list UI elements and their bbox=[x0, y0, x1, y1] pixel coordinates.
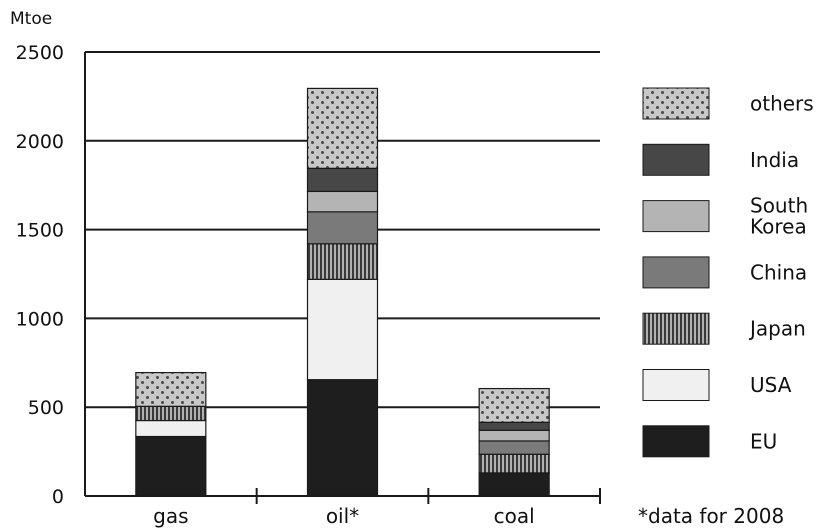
bar-segment-coal-india bbox=[478, 421, 550, 431]
legend-swatch-others bbox=[642, 87, 710, 120]
bar-segment-oil-others bbox=[306, 87, 379, 169]
y-tick-label-0: 0 bbox=[52, 486, 64, 508]
bar-segment-oil-usa bbox=[306, 278, 379, 381]
y-tick-label-1500: 1500 bbox=[16, 220, 64, 242]
legend-label-china: China bbox=[750, 260, 807, 284]
bar-segment-gas-usa bbox=[135, 419, 207, 438]
y-tick-label-2500: 2500 bbox=[16, 42, 64, 64]
bar-segment-gas-japan bbox=[135, 405, 207, 422]
bars bbox=[135, 87, 550, 497]
x-tick-label-coal: coal bbox=[494, 504, 535, 528]
legend-label-eu: EU bbox=[750, 429, 777, 453]
bar-segment-oil-china bbox=[306, 211, 379, 245]
legend-swatch-eu bbox=[642, 425, 710, 458]
legend-label-south-korea: South Korea bbox=[750, 194, 808, 239]
x-tick-label-oil: oil* bbox=[326, 504, 359, 528]
y-tick-label-1000: 1000 bbox=[16, 308, 64, 330]
bar-segment-coal-eu bbox=[478, 472, 550, 497]
legend-swatch-india bbox=[642, 143, 710, 176]
legend-swatch-south-korea bbox=[642, 200, 710, 233]
legend-label-usa: USA bbox=[750, 373, 792, 397]
y-tick-label-500: 500 bbox=[28, 397, 64, 419]
bar-segment-gas-eu bbox=[135, 435, 207, 497]
bar-segment-oil-india bbox=[306, 167, 379, 193]
bar-segment-oil-japan bbox=[306, 243, 379, 280]
bar-segment-gas-others bbox=[135, 371, 207, 407]
y-tick-label-2000: 2000 bbox=[16, 131, 64, 153]
x-tick-label-gas: gas bbox=[153, 504, 188, 528]
legend: others India South Korea China Japan USA EU bbox=[642, 87, 814, 458]
legend-label-others: others bbox=[750, 92, 814, 116]
y-axis-unit-label: Mtoe bbox=[10, 9, 52, 29]
bar-segment-oil-eu bbox=[306, 379, 379, 497]
bar-segment-coal-japan bbox=[478, 453, 550, 474]
legend-swatch-japan bbox=[642, 312, 710, 345]
axes bbox=[84, 52, 601, 504]
footnote: *data for 2008 bbox=[638, 504, 784, 528]
legend-swatch-china bbox=[642, 256, 710, 289]
bar-segment-coal-others bbox=[478, 387, 550, 423]
legend-label-india: India bbox=[750, 148, 799, 172]
axis-labels: 0 500 1000 1500 2000 2500 gas oil* coal bbox=[16, 42, 535, 528]
legend-swatch-usa bbox=[642, 369, 710, 401]
bar-segment-oil-south-korea bbox=[306, 190, 379, 213]
bar-segment-coal-china bbox=[478, 440, 550, 455]
legend-label-japan: Japan bbox=[748, 317, 806, 341]
bar-segment-coal-south-korea bbox=[478, 429, 550, 442]
